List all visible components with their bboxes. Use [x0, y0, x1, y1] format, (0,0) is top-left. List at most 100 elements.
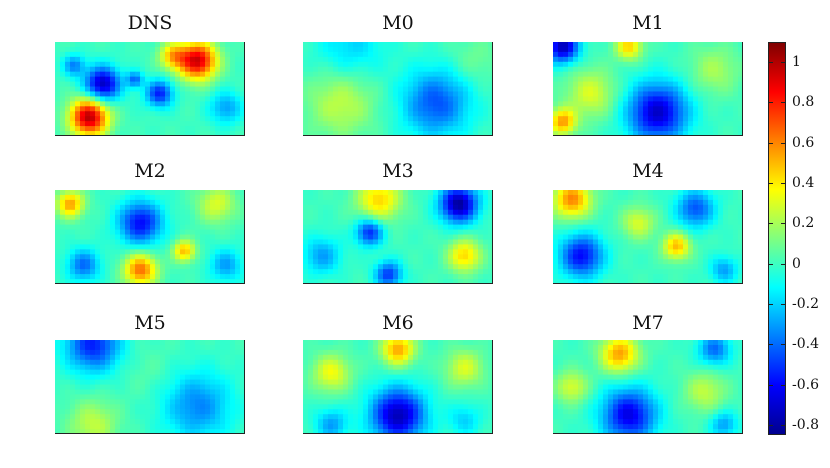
heatmap-cell: [80, 86, 86, 93]
heatmap-cell: [115, 249, 121, 255]
heatmap-cell: [95, 131, 101, 135]
heatmap-cell: [358, 254, 364, 260]
heatmap-cell: [363, 269, 369, 275]
heatmap-cell: [225, 394, 231, 400]
heatmap-cell: [150, 354, 156, 361]
heatmap-cell: [643, 126, 649, 132]
heatmap-cell: [728, 96, 734, 102]
heatmap-cell: [240, 46, 244, 53]
heatmap-cell: [110, 56, 116, 63]
heatmap-cell: [488, 111, 492, 117]
panel-title: M5: [134, 312, 166, 334]
heatmap-cell: [220, 76, 226, 83]
heatmap-cell: [403, 264, 409, 270]
heatmap-cell: [200, 76, 206, 83]
heatmap-cell: [713, 126, 719, 132]
heatmap-cell: [453, 214, 459, 221]
heatmap-cell: [598, 106, 604, 112]
heatmap-cell: [170, 234, 176, 241]
heatmap-cell: [598, 101, 604, 107]
heatmap-cell: [578, 269, 584, 275]
heatmap-cell: [140, 91, 146, 98]
heatmap-cell: [353, 91, 359, 98]
heatmap-cell: [688, 126, 694, 132]
heatmap-cell: [618, 101, 624, 107]
heatmap-cell: [573, 214, 579, 221]
heatmap-cell: [308, 116, 314, 122]
heatmap-cell: [363, 42, 369, 48]
heatmap-cell: [195, 51, 201, 58]
heatmap-cell: [348, 194, 354, 201]
heatmap-cell: [170, 204, 176, 211]
heatmap-cell: [558, 86, 564, 93]
heatmap-cell: [403, 81, 409, 88]
heatmap-cell: [608, 224, 614, 231]
heatmap-cell: [200, 269, 206, 275]
heatmap-cell: [558, 91, 564, 98]
heatmap-cell: [323, 259, 329, 265]
heatmap-cell: [190, 219, 196, 226]
heatmap-cell: [145, 404, 151, 410]
heatmap-cell: [583, 111, 589, 117]
heatmap-cell: [225, 56, 231, 63]
heatmap-cell: [55, 269, 61, 275]
heatmap-cell: [408, 81, 414, 88]
heatmap-cell: [220, 199, 226, 206]
heatmap-cell: [240, 254, 244, 260]
heatmap-cell: [80, 101, 86, 107]
heatmap-cell: [418, 111, 424, 117]
heatmap-cell: [323, 279, 329, 283]
heatmap-cell: [60, 384, 66, 391]
heatmap-cell: [240, 194, 244, 201]
heatmap-cell: [333, 219, 339, 226]
heatmap-cell: [618, 42, 624, 48]
heatmap-cell: [110, 264, 116, 270]
heatmap-cell: [155, 96, 161, 102]
heatmap-cell: [738, 126, 742, 132]
heatmap-cell: [588, 61, 594, 68]
heatmap-cell: [80, 399, 86, 405]
heatmap-cell: [663, 244, 669, 250]
heatmap-cell: [573, 86, 579, 93]
heatmap-cell: [708, 194, 714, 201]
heatmap-cell: [633, 274, 639, 280]
heatmap-cell: [698, 86, 704, 93]
heatmap-cell: [453, 121, 459, 127]
heatmap-cell: [200, 349, 206, 356]
heatmap-cell: [668, 66, 674, 73]
heatmap-cell: [125, 76, 131, 83]
heatmap-cell: [448, 209, 454, 216]
heatmap-cell: [643, 239, 649, 246]
heatmap-cell: [313, 101, 319, 107]
heatmap-cell: [80, 190, 86, 196]
heatmap-cell: [463, 116, 469, 122]
heatmap-cell: [313, 219, 319, 226]
heatmap-cell: [140, 194, 146, 201]
heatmap-cell: [105, 111, 111, 117]
heatmap-cell: [155, 384, 161, 391]
heatmap-cell: [373, 234, 379, 241]
heatmap-cell: [205, 42, 211, 48]
heatmap-cell: [65, 86, 71, 93]
heatmap-cell: [423, 76, 429, 83]
heatmap-cell: [353, 42, 359, 48]
heatmap-cell: [220, 56, 226, 63]
heatmap-cell: [618, 244, 624, 250]
heatmap-cell: [195, 56, 201, 63]
heatmap-cell: [210, 389, 216, 396]
heatmap-cell: [388, 229, 394, 236]
heatmap-cell: [473, 199, 479, 206]
heatmap-cell: [403, 101, 409, 107]
heatmap-cell: [483, 71, 489, 78]
heatmap-cell: [393, 61, 399, 68]
heatmap-cell: [588, 249, 594, 255]
heatmap-cell: [418, 264, 424, 270]
heatmap-cell: [333, 244, 339, 250]
heatmap-cell: [718, 264, 724, 270]
heatmap-cell: [478, 56, 484, 63]
heatmap-cell: [160, 121, 166, 127]
heatmap-cell: [120, 279, 126, 283]
heatmap-cell: [338, 96, 344, 102]
heatmap-cell: [230, 234, 236, 241]
heatmap-cell: [348, 86, 354, 93]
